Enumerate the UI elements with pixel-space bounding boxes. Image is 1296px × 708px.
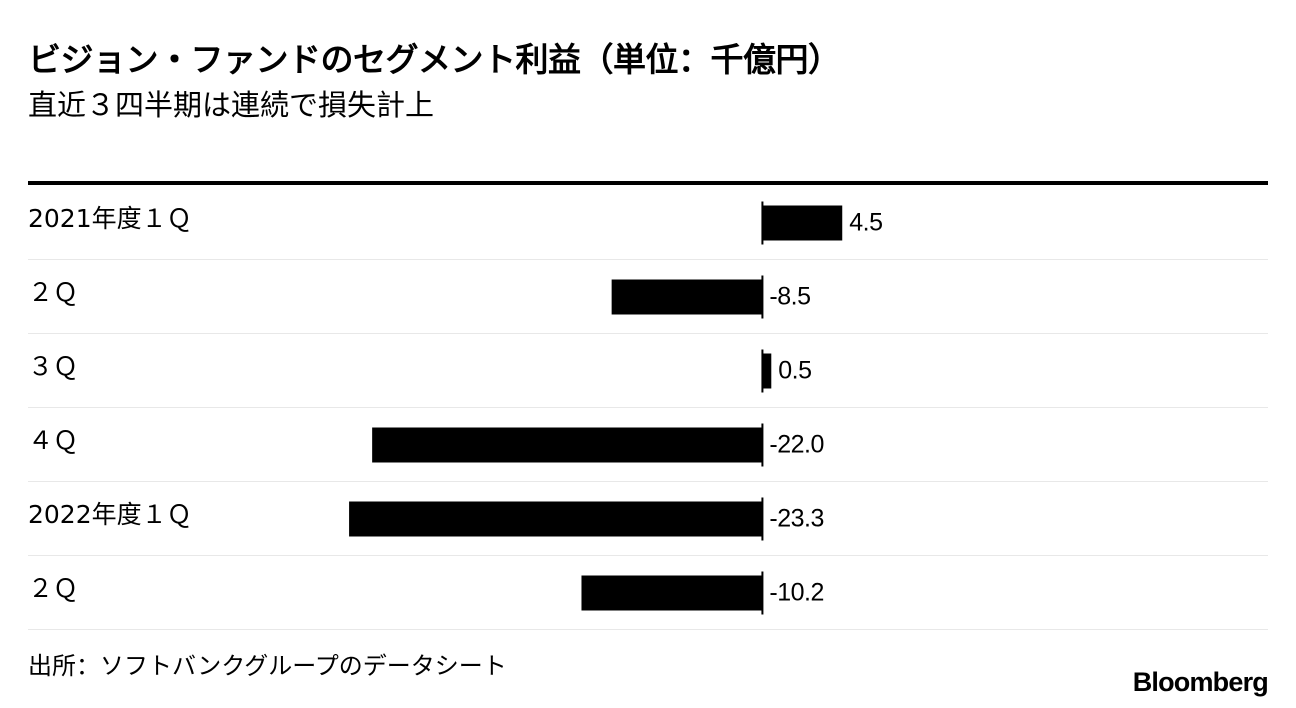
bloomberg-logo: Bloomberg <box>1132 667 1269 697</box>
category-label: ３Ｑ <box>28 352 78 381</box>
source-note: 出所：ソフトバンクグループのデータシート <box>28 652 507 680</box>
category-label: ４Ｑ <box>28 426 78 455</box>
bar <box>372 427 763 463</box>
bar <box>611 279 763 315</box>
value-label: 4.5 <box>849 209 882 237</box>
category-label: 2021年度１Ｑ <box>28 204 192 233</box>
bar <box>581 575 763 611</box>
category-label: 2022年度１Ｑ <box>28 500 192 529</box>
category-label: ２Ｑ <box>28 278 78 307</box>
value-label: -23.3 <box>769 505 823 533</box>
value-label: -8.5 <box>769 283 810 311</box>
bar <box>762 205 843 241</box>
value-label: 0.5 <box>778 357 811 385</box>
bar <box>762 353 772 389</box>
value-label: -22.0 <box>769 431 823 459</box>
chart-subtitle: 直近３四半期は連続で損失計上 <box>28 88 435 122</box>
value-label: -10.2 <box>769 579 823 607</box>
category-label: ２Ｑ <box>28 574 78 603</box>
top-rule <box>28 181 1268 185</box>
chart-title: ビジョン・ファンドのセグメント利益（単位：千億円） <box>28 40 841 79</box>
bar <box>349 501 763 537</box>
